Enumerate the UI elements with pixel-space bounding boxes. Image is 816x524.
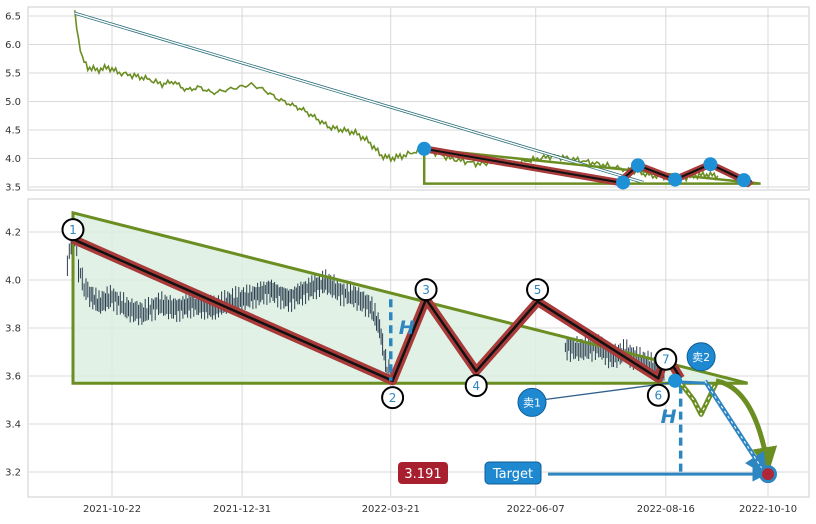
projection-green-path-inner: [680, 382, 717, 416]
detail-y-ticks: 3.2 3.4 3.6 3.8 4.0 4.2: [5, 228, 21, 479]
pattern-point-label: 2: [389, 391, 397, 405]
sell-signal-marker: [517, 387, 547, 417]
overview-y-tick-label: 6.0: [5, 40, 21, 51]
pattern-point-circle: [654, 347, 678, 371]
sell-signal-label: 卖2: [692, 351, 710, 364]
detail-y-tick-label: 3.8: [5, 324, 21, 335]
target-point: [759, 465, 777, 484]
overview-marker: [630, 158, 645, 173]
detail-overlays: H H 卖1 卖2 1 2 3 4 5 6 7: [61, 210, 778, 484]
pattern-point-circle: [61, 218, 85, 242]
projection-blue-arrow-inner: [704, 380, 765, 473]
pattern-point-circle: [414, 278, 438, 302]
sell-signal-marker: [686, 342, 716, 372]
overview-trend-line-inner: [74, 12, 644, 184]
pattern-point-circle: [526, 278, 550, 302]
target-box: Target: [484, 461, 542, 485]
detail-triangle: [71, 210, 748, 385]
detail-y-tick-label: 4.2: [5, 228, 21, 239]
value-box-label: 3.191: [404, 467, 441, 482]
overview-marker: [736, 173, 751, 188]
x-tick-label: 2022-06-07: [507, 504, 565, 515]
pattern-point-label: 3: [422, 283, 430, 297]
pattern-point-label: 4: [472, 379, 480, 393]
overview-y-tick-label: 3.5: [5, 183, 21, 194]
x-tick-label: 2021-10-22: [83, 504, 141, 515]
detail-y-tick-label: 3.6: [5, 372, 21, 383]
detail-panel: 3.23.43.63.84.04.2 2021-10-22 2021-12-31 2…: [5, 198, 810, 515]
x-tick-label: 2022-08-16: [637, 504, 695, 515]
target-box-bg: [484, 461, 542, 485]
detail-y-tick-label: 4.0: [5, 276, 21, 287]
overview-marker: [616, 175, 631, 190]
overview-y-tick-label: 5.0: [5, 97, 21, 108]
h-label-2: H: [661, 406, 677, 428]
detail-y-tick-label: 3.2: [5, 468, 21, 479]
overview-panel: 3.5 4.0 4.5 5.0 5.5 6.0 6.5: [5, 6, 810, 194]
sell-signal-label: 卖1: [523, 396, 541, 409]
pattern-point-label: 5: [534, 283, 542, 297]
h-label-1: H: [399, 317, 415, 339]
overview-y-ticks: 3.5 4.0 4.5 5.0 5.5 6.0 6.5: [5, 12, 21, 194]
overview-grid: [29, 8, 808, 189]
x-tick-label: 2021-12-31: [213, 504, 271, 515]
detail-y-tick-label: 3.4: [5, 420, 21, 431]
pattern-point-label: 7: [662, 353, 670, 367]
x-tick-label: 2022-03-21: [362, 504, 420, 515]
pattern-point-label: 6: [655, 389, 663, 403]
pattern-point-label: 1: [69, 223, 77, 237]
overview-y-tick-label: 4.5: [5, 126, 21, 137]
overview-marker: [668, 172, 683, 187]
breakout-marker: [668, 373, 683, 388]
target-box-label: Target: [492, 467, 533, 482]
value-box-bg: [398, 462, 448, 484]
x-tick-label: 2022-10-10: [739, 504, 797, 515]
detail-x-ticks: 2021-10-22 2021-12-31 2022-03-21 2022-06-07…: [83, 504, 797, 515]
overview-y-tick-label: 6.5: [5, 12, 21, 23]
overview-marker: [417, 141, 432, 156]
overview-triangle: [422, 147, 761, 185]
overview-overlays: [74, 10, 761, 190]
pattern-point-circle: [464, 374, 488, 398]
overview-marker: [703, 157, 718, 172]
value-box: 3.191: [398, 462, 448, 484]
pattern-point-circle: [646, 383, 670, 407]
projection-blue-1: [680, 380, 707, 385]
overview-y-tick-label: 4.0: [5, 154, 21, 165]
pattern-point-circle: [381, 386, 405, 410]
overview-y-tick-label: 5.5: [5, 69, 21, 80]
